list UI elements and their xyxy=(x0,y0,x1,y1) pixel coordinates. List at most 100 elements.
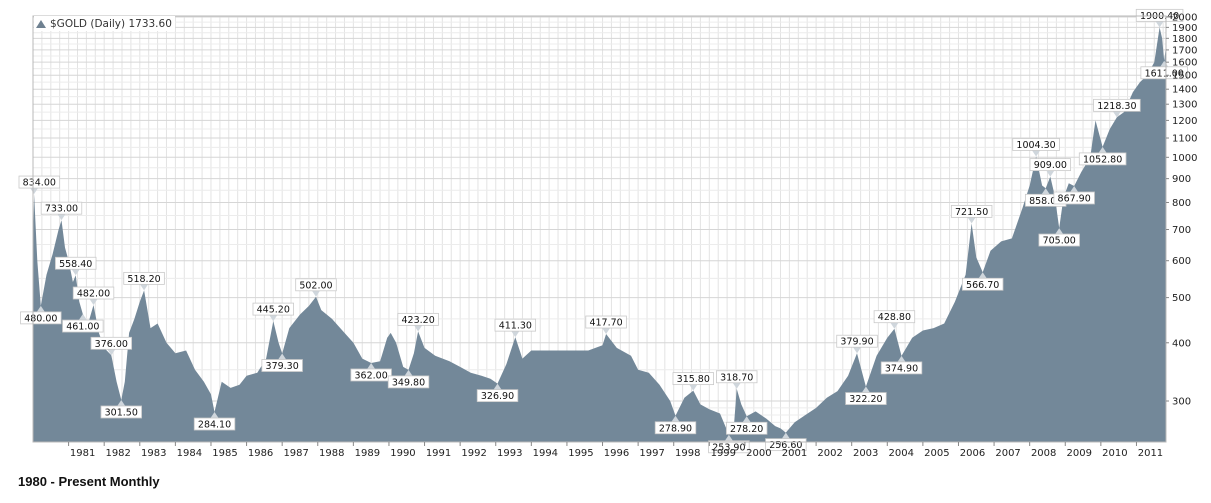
plot-border xyxy=(32,15,1167,443)
label-text: 721.50 xyxy=(955,207,988,218)
peak-trough-labels: 834.00 480.00 733.00 558.40 461.00 482.00 376.… xyxy=(18,8,1188,454)
label-box xyxy=(1053,191,1095,205)
price-label: 1611.00 xyxy=(1140,60,1188,80)
label-box xyxy=(1135,8,1184,22)
price-label: 834.00 xyxy=(18,175,60,195)
price-label: 480.00 xyxy=(20,305,62,325)
label-pointer xyxy=(107,349,116,356)
x-tick-label: 1994 xyxy=(533,448,558,459)
price-label: 284.10 xyxy=(193,412,236,431)
price-label: 253.90 xyxy=(708,434,750,454)
price-label: 318.70 xyxy=(716,370,758,389)
price-label: 362.00 xyxy=(350,362,392,382)
x-tick-label: 1998 xyxy=(675,448,700,459)
label-text: 1611.00 xyxy=(1145,68,1184,79)
label-text: 326.90 xyxy=(481,391,514,402)
label-box xyxy=(672,372,714,386)
price-label: 278.20 xyxy=(725,416,768,435)
label-text: 318.70 xyxy=(720,372,753,383)
label-text: 301.50 xyxy=(105,407,138,418)
y-tick-label: 1400 xyxy=(1172,85,1197,96)
label-box xyxy=(880,361,923,375)
x-tick-label: 1981 xyxy=(70,448,95,459)
label-box xyxy=(55,256,97,270)
label-text: 379.90 xyxy=(840,337,873,348)
label-box xyxy=(90,336,133,350)
y-tick-label: 1200 xyxy=(1172,116,1197,127)
label-box xyxy=(1140,66,1188,80)
x-tick-label: 1988 xyxy=(319,448,344,459)
chart-title: $GOLD (Daily) 1733.60 xyxy=(34,16,175,31)
label-pointer xyxy=(742,416,751,423)
label-text: 867.90 xyxy=(1058,193,1091,204)
label-box xyxy=(1012,138,1060,151)
x-tick-label: 1989 xyxy=(355,448,380,459)
label-pointer xyxy=(1032,150,1041,157)
y-tick-label: 500 xyxy=(1172,293,1191,304)
price-label: 301.50 xyxy=(100,399,142,418)
price-label: 867.90 xyxy=(1053,185,1095,205)
label-pointer xyxy=(724,434,733,441)
label-box xyxy=(72,286,115,300)
x-tick-label: 1984 xyxy=(177,448,202,459)
label-box xyxy=(193,417,236,431)
label-pointer xyxy=(732,382,741,389)
x-tick-label: 1990 xyxy=(390,448,415,459)
label-box xyxy=(252,302,294,316)
label-box xyxy=(654,421,697,435)
label-pointer xyxy=(404,369,413,376)
label-pointer xyxy=(853,347,862,354)
x-tick-label: 2004 xyxy=(889,448,914,459)
label-text: 480.00 xyxy=(24,313,57,324)
label-pointer xyxy=(781,432,790,439)
label-text: 733.00 xyxy=(45,204,78,215)
label-box xyxy=(476,389,519,403)
x-tick-label: 1983 xyxy=(141,448,166,459)
price-label: 733.00 xyxy=(40,201,83,221)
label-text: 428.80 xyxy=(878,312,911,323)
chart-title-text: $GOLD (Daily) 1733.60 xyxy=(50,17,172,30)
label-box xyxy=(708,440,750,454)
price-label: 322.20 xyxy=(845,386,887,405)
price-label: 374.90 xyxy=(880,355,923,375)
label-box xyxy=(387,375,430,389)
label-text: 278.90 xyxy=(659,423,692,434)
label-pointer xyxy=(89,299,98,306)
label-box xyxy=(350,368,392,382)
price-label: 349.80 xyxy=(387,369,430,389)
label-box xyxy=(585,315,627,329)
label-text: 315.80 xyxy=(677,374,710,385)
x-tick-label: 1996 xyxy=(604,448,629,459)
y-tick-label: 1800 xyxy=(1172,34,1197,45)
label-pointer xyxy=(71,269,80,276)
x-tick-label: 2010 xyxy=(1102,448,1127,459)
label-text: 256.60 xyxy=(769,440,802,451)
label-pointer xyxy=(1070,185,1079,192)
x-tick-label: 1995 xyxy=(568,448,593,459)
label-pointer xyxy=(493,383,502,390)
label-text: 423.20 xyxy=(402,315,435,326)
label-pointer xyxy=(511,331,520,338)
label-pointer xyxy=(1155,21,1164,28)
price-label: 417.70 xyxy=(585,315,627,335)
label-box xyxy=(725,421,768,435)
label-pointer xyxy=(36,305,45,312)
label-text: 379.30 xyxy=(266,361,299,372)
price-label: 502.00 xyxy=(295,278,337,297)
price-label: 482.00 xyxy=(72,286,115,306)
chart-caption: 1980 - Present Monthly xyxy=(18,474,160,489)
label-pointer xyxy=(278,353,287,360)
label-box xyxy=(20,311,62,325)
label-text: 858.00 xyxy=(1029,196,1062,207)
label-pointer xyxy=(1098,146,1107,153)
label-text: 558.40 xyxy=(59,259,92,270)
label-text: 482.00 xyxy=(77,289,110,300)
x-tick-label: 1997 xyxy=(639,448,664,459)
x-tick-label: 2011 xyxy=(1138,448,1163,459)
price-label: 566.70 xyxy=(961,272,1004,291)
label-pointer xyxy=(30,188,39,195)
price-area xyxy=(33,27,1166,443)
label-pointer xyxy=(1041,188,1050,195)
y-tick-label: 800 xyxy=(1172,198,1191,209)
